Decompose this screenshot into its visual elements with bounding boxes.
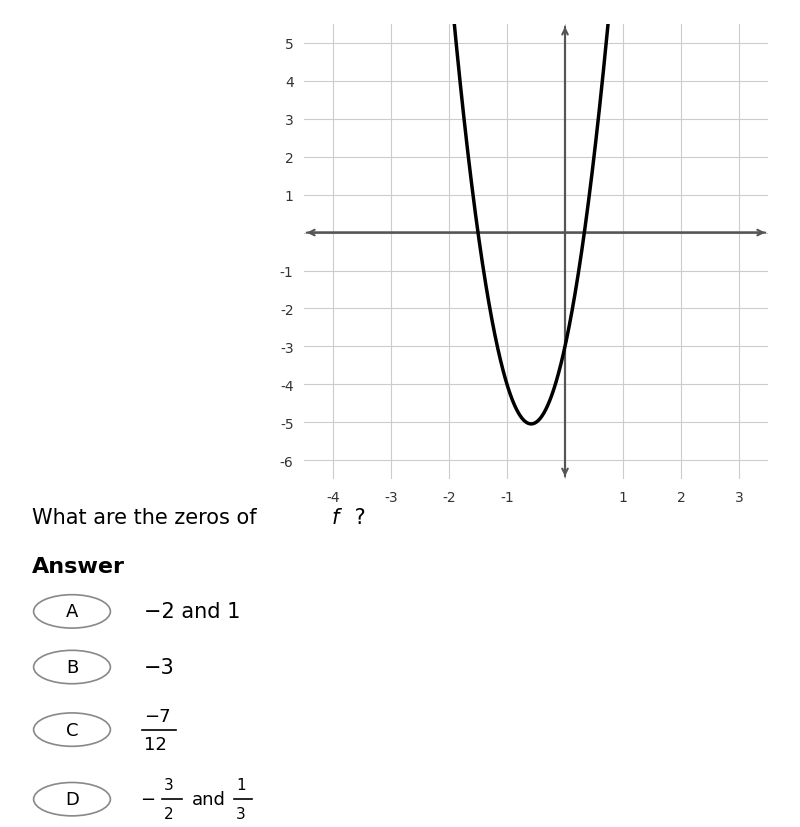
Text: B: B bbox=[66, 658, 78, 676]
Text: C: C bbox=[66, 721, 78, 739]
Text: −2 and 1: −2 and 1 bbox=[144, 602, 240, 622]
Text: ?: ? bbox=[348, 508, 366, 528]
Text: 3: 3 bbox=[236, 806, 246, 821]
Text: What are the zeros of: What are the zeros of bbox=[32, 508, 263, 528]
Text: 1: 1 bbox=[236, 777, 246, 792]
Text: A: A bbox=[66, 603, 78, 620]
Text: −3: −3 bbox=[144, 657, 174, 677]
Text: 2: 2 bbox=[164, 806, 174, 821]
Text: and: and bbox=[192, 791, 226, 808]
Text: 3: 3 bbox=[164, 777, 174, 792]
Text: −: − bbox=[140, 791, 155, 808]
Text: Answer: Answer bbox=[32, 556, 125, 576]
Text: f: f bbox=[332, 508, 339, 528]
Text: −7: −7 bbox=[144, 707, 170, 724]
Text: 12: 12 bbox=[144, 734, 167, 753]
Text: D: D bbox=[65, 791, 79, 808]
